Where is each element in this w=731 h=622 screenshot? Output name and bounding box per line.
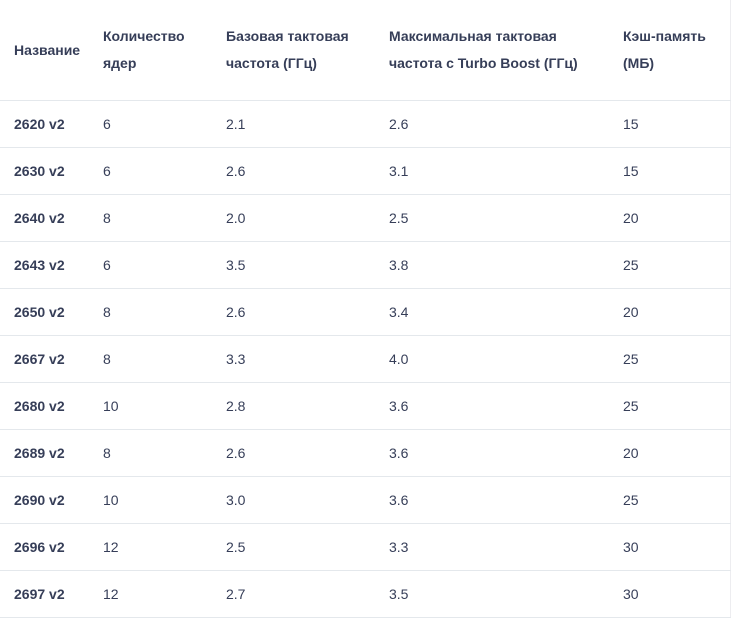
cell-turbo-clock: 3.8 (389, 241, 623, 289)
table-row: 2690 v2 10 3.0 3.6 25 (0, 476, 731, 524)
cell-turbo-clock: 4.0 (389, 335, 623, 383)
cell-cores: 6 (103, 147, 226, 195)
cell-cores: 8 (103, 335, 226, 383)
cell-turbo-clock: 3.5 (389, 570, 623, 618)
cell-name: 2697 v2 (0, 570, 103, 618)
table-row: 2689 v2 8 2.6 3.6 20 (0, 429, 731, 477)
cpu-table-body: 2620 v2 6 2.1 2.6 15 2630 v2 6 2.6 3.1 1… (0, 100, 731, 618)
cell-cache: 25 (623, 382, 731, 430)
cell-cores: 12 (103, 570, 226, 618)
cell-base-clock: 2.8 (226, 382, 389, 430)
cell-cache: 15 (623, 100, 731, 148)
cell-cores: 12 (103, 523, 226, 571)
column-header-turbo-clock: Максимальная тактовая частота с Turbo Bo… (389, 0, 623, 101)
cell-cache: 25 (623, 241, 731, 289)
cell-cores: 10 (103, 476, 226, 524)
column-header-cache: Кэш-память (МБ) (623, 0, 731, 101)
cell-cache: 20 (623, 194, 731, 242)
column-header-base-clock: Базовая тактовая частота (ГГц) (226, 0, 389, 101)
cell-cores: 6 (103, 100, 226, 148)
cell-turbo-clock: 3.6 (389, 476, 623, 524)
column-header-name: Название (0, 0, 103, 101)
table-row: 2643 v2 6 3.5 3.8 25 (0, 241, 731, 289)
table-row: 2620 v2 6 2.1 2.6 15 (0, 100, 731, 148)
cell-turbo-clock: 3.4 (389, 288, 623, 336)
table-row: 2680 v2 10 2.8 3.6 25 (0, 382, 731, 430)
cell-base-clock: 2.7 (226, 570, 389, 618)
cell-cores: 8 (103, 288, 226, 336)
cell-name: 2630 v2 (0, 147, 103, 195)
cell-base-clock: 2.0 (226, 194, 389, 242)
header-row: Название Количество ядер Базовая тактова… (0, 0, 731, 101)
cell-cache: 15 (623, 147, 731, 195)
cell-name: 2650 v2 (0, 288, 103, 336)
cell-base-clock: 3.3 (226, 335, 389, 383)
table-row: 2667 v2 8 3.3 4.0 25 (0, 335, 731, 383)
cell-name: 2620 v2 (0, 100, 103, 148)
cell-cores: 10 (103, 382, 226, 430)
cell-cache: 25 (623, 476, 731, 524)
cell-cores: 6 (103, 241, 226, 289)
cell-base-clock: 2.5 (226, 523, 389, 571)
cell-cache: 30 (623, 570, 731, 618)
table-row: 2696 v2 12 2.5 3.3 30 (0, 523, 731, 571)
cell-turbo-clock: 3.6 (389, 429, 623, 477)
cell-turbo-clock: 3.1 (389, 147, 623, 195)
cell-name: 2640 v2 (0, 194, 103, 242)
column-header-cores: Количество ядер (103, 0, 226, 101)
cell-turbo-clock: 3.3 (389, 523, 623, 571)
cell-name: 2696 v2 (0, 523, 103, 571)
cell-cores: 8 (103, 429, 226, 477)
cell-cache: 20 (623, 429, 731, 477)
table-row: 2650 v2 8 2.6 3.4 20 (0, 288, 731, 336)
cell-base-clock: 2.6 (226, 429, 389, 477)
cell-base-clock: 3.5 (226, 241, 389, 289)
cell-name: 2680 v2 (0, 382, 103, 430)
table-row: 2630 v2 6 2.6 3.1 15 (0, 147, 731, 195)
cell-turbo-clock: 3.6 (389, 382, 623, 430)
cell-cache: 25 (623, 335, 731, 383)
cell-base-clock: 2.6 (226, 147, 389, 195)
cell-cores: 8 (103, 194, 226, 242)
table-row: 2697 v2 12 2.7 3.5 30 (0, 570, 731, 618)
cell-turbo-clock: 2.6 (389, 100, 623, 148)
cell-name: 2690 v2 (0, 476, 103, 524)
cell-name: 2667 v2 (0, 335, 103, 383)
cell-cache: 30 (623, 523, 731, 571)
table-header: Название Количество ядер Базовая тактова… (0, 0, 731, 101)
cell-cache: 20 (623, 288, 731, 336)
cell-base-clock: 3.0 (226, 476, 389, 524)
cell-turbo-clock: 2.5 (389, 194, 623, 242)
cell-name: 2689 v2 (0, 429, 103, 477)
table-row: 2640 v2 8 2.0 2.5 20 (0, 194, 731, 242)
cell-base-clock: 2.1 (226, 100, 389, 148)
cell-name: 2643 v2 (0, 241, 103, 289)
cell-base-clock: 2.6 (226, 288, 389, 336)
